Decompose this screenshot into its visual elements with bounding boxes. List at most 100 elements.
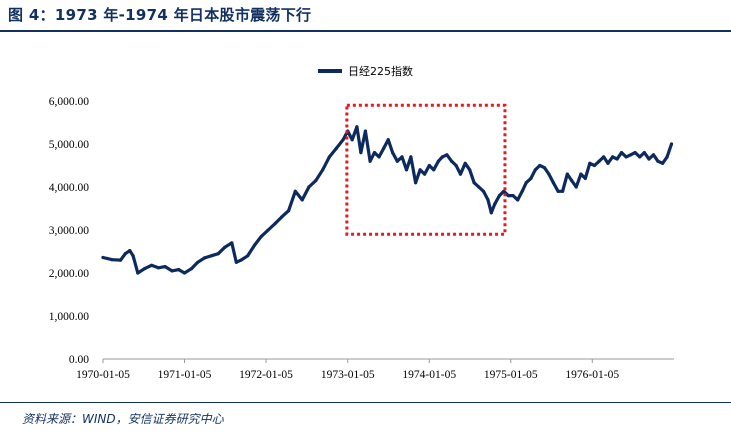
data-point [615,157,619,161]
data-point [196,260,200,264]
y-tick-label: 5,000.00 [49,139,90,151]
y-tick-label: 4,000.00 [49,182,90,194]
data-point [477,185,481,189]
data-point [307,185,311,189]
data-point [486,198,490,202]
x-tick-label: 1973-01-05 [321,369,375,381]
data-point [436,159,440,163]
data-point [287,209,291,213]
data-point [489,211,493,215]
y-tick-label: 1,000.00 [49,311,90,323]
data-point [619,151,624,155]
x-axis-ticks: 1970-01-05 1971-01-05 1972-01-05 1973-01-05… [76,359,619,381]
source-note: 资料来源：WIND，安信证券研究中心 [22,412,224,426]
data-point [223,245,227,249]
data-point [119,258,123,262]
data-point [156,266,160,270]
data-point [136,271,140,275]
data-point [463,161,467,165]
data-point [170,269,174,273]
data-point [493,202,497,206]
data-point [386,138,390,142]
figure-title: 图 4：1973 年-1974 年日本股市震荡下行 [8,6,312,24]
data-point [629,153,633,157]
data-point [177,268,181,272]
highlight-box [345,103,507,236]
data-point [592,163,597,168]
data-point [611,155,615,159]
data-point [395,159,399,163]
data-point [341,138,345,142]
data-point [661,161,665,165]
data-point [502,189,506,193]
data-point [300,198,304,202]
data-point [669,142,674,146]
data-point [101,255,105,260]
data-point [642,151,646,155]
data-point [355,125,359,129]
data-point [665,155,669,159]
data-point [359,151,363,155]
data-point [529,176,533,180]
nikkei-225-points [101,125,674,275]
data-point [472,181,476,185]
data-point [209,254,213,258]
data-point [259,234,263,238]
data-point [481,189,486,193]
data-point [382,146,386,150]
data-point [524,181,528,185]
data-point [423,172,427,176]
data-point [239,258,243,262]
data-point [454,163,458,168]
data-point [350,138,354,142]
x-tick-label: 1976-01-05 [565,369,619,381]
data-point [246,254,250,258]
data-point [542,166,547,170]
data-point [321,168,325,172]
data-point [182,271,187,275]
data-point [497,194,501,198]
data-point [450,159,454,163]
data-point [570,179,574,183]
data-point [511,194,515,198]
y-tick-label: 6,000.00 [49,96,90,108]
y-axis-ticks: 0.00 1,000.00 2,000.00 3,000.00 4,000.00 5,00… [49,96,90,366]
data-point [458,172,463,176]
data-point [280,215,284,219]
data-point [656,159,660,163]
data-point [520,189,524,193]
data-point [234,260,238,264]
data-point [445,153,449,157]
data-point [230,241,234,245]
data-point [142,267,147,271]
data-point [551,181,556,185]
data-point [293,189,297,193]
y-tick-label: 3,000.00 [49,225,90,237]
data-point [163,265,167,269]
data-point [538,163,542,168]
data-point [516,198,520,202]
data-point [409,155,413,159]
x-tick-label: 1972-01-05 [239,369,293,381]
data-point [273,221,277,226]
data-point [123,252,127,256]
data-point [400,155,404,159]
data-point [128,249,132,253]
data-point [334,146,338,150]
data-point [391,151,395,155]
data-point [506,194,510,198]
legend: 日经225指数 [318,64,413,78]
x-tick-label: 1975-01-05 [484,369,538,381]
data-point [414,181,418,185]
data-point [131,254,135,258]
data-point [363,129,367,133]
legend-label: 日经225指数 [348,64,413,78]
data-point [597,159,601,163]
data-point [418,168,422,172]
data-point [427,163,431,168]
data-point [574,185,578,189]
data-point [647,157,651,161]
data-point [547,172,551,176]
x-tick-label: 1970-01-05 [76,369,130,381]
